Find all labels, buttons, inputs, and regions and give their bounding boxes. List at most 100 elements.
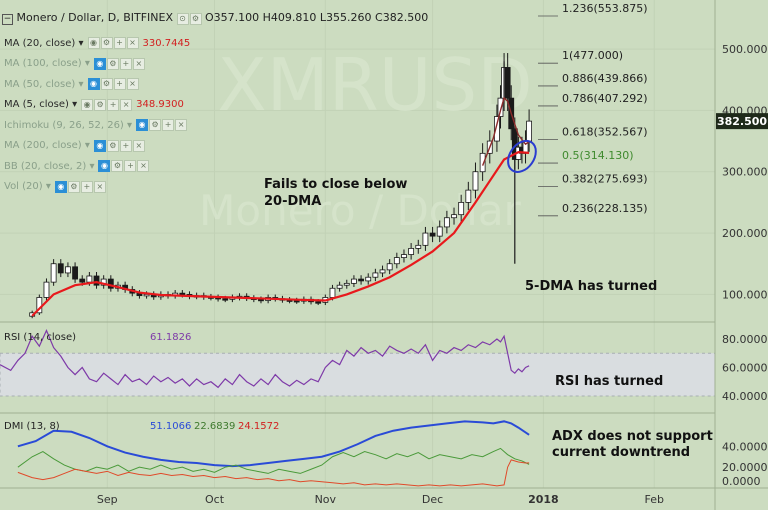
- candle-body: [451, 214, 457, 219]
- remove-icon[interactable]: ×: [126, 37, 139, 49]
- dmi-tick-label: 20.0000: [722, 461, 768, 474]
- candle: [365, 273, 372, 285]
- indicator-tools[interactable]: ◉ ⚙ + ×: [54, 180, 106, 193]
- candle-body: [429, 232, 436, 237]
- indicator-row[interactable]: MA (20, close) ▾ ◉ ⚙ + × 330.7445: [4, 37, 190, 49]
- indicator-row[interactable]: MA (5, close) ▾ ◉ ⚙ + × 348.9300: [4, 98, 184, 111]
- annotation-rsi: RSI has turned: [555, 374, 663, 389]
- add-icon[interactable]: +: [162, 119, 175, 131]
- settings-icon[interactable]: ⚙: [100, 78, 113, 90]
- fib-label: 0.382(275.693): [562, 173, 648, 186]
- fib-label: 0.786(407.292): [562, 92, 648, 105]
- settings-icon[interactable]: ⚙: [106, 57, 119, 70]
- rsi-line: [0, 329, 530, 389]
- candle: [351, 275, 357, 287]
- annotation-5dma: 5-DMA has turned: [525, 279, 657, 294]
- indicator-row[interactable]: MA (200, close) ▾ ◉ ⚙ + ×: [4, 139, 145, 152]
- indicator-tools[interactable]: ◉ ⚙ + ×: [93, 139, 145, 152]
- candle: [372, 268, 379, 282]
- rsi-axis: 40.0000 60.0000 80.0000: [722, 333, 768, 403]
- visibility-icon[interactable]: ◉: [93, 57, 106, 70]
- candle-body: [494, 116, 500, 142]
- settings-icon[interactable]: ⚙: [100, 37, 113, 49]
- indicator-tools[interactable]: ◉ ⚙ + ×: [98, 160, 150, 172]
- add-icon[interactable]: +: [113, 78, 126, 90]
- time-axis: Sep Oct Nov Dec 2018 Feb: [97, 493, 664, 506]
- add-icon[interactable]: +: [124, 160, 137, 172]
- indicator-row[interactable]: Ichimoku (9, 26, 52, 26) ▾ ◉ ⚙ + ×: [4, 119, 188, 131]
- remove-icon[interactable]: ×: [137, 160, 150, 172]
- candle-body: [50, 263, 57, 283]
- candle-body: [72, 266, 78, 280]
- settings-icon[interactable]: ⚙: [94, 98, 107, 111]
- time-tick-label: 2018: [528, 493, 559, 506]
- add-icon[interactable]: +: [80, 180, 93, 193]
- settings-icon[interactable]: ⚙: [149, 119, 162, 131]
- indicator-tools[interactable]: ◉ ⚙ + ×: [87, 37, 139, 49]
- candle: [343, 279, 350, 289]
- visibility-icon[interactable]: ◉: [136, 119, 149, 131]
- candle-body: [422, 232, 429, 246]
- remove-icon[interactable]: ×: [126, 78, 139, 90]
- indicator-row[interactable]: Vol (20) ▾ ◉ ⚙ + ×: [4, 180, 106, 193]
- watermark-symbol: XMRUSD: [217, 43, 532, 127]
- add-icon[interactable]: +: [113, 37, 126, 49]
- ma20-line: [31, 150, 530, 317]
- candle: [107, 275, 114, 292]
- header-tools[interactable]: ⊙ ⚙: [176, 13, 202, 25]
- dmi-minus-di-value: 24.1572: [238, 421, 279, 432]
- remove-icon[interactable]: ×: [120, 98, 133, 111]
- visibility-icon[interactable]: ◉: [98, 160, 111, 172]
- settings-icon[interactable]: ⚙: [111, 160, 124, 172]
- ohlc-open: O357.100: [205, 11, 260, 24]
- candle-body: [504, 67, 511, 99]
- indicator-tools[interactable]: ◉ ⚙ + ×: [136, 119, 188, 131]
- indicator-label: MA (5, close) ▾: [4, 99, 78, 110]
- add-icon[interactable]: +: [119, 57, 132, 70]
- indicator-row[interactable]: MA (50, close) ▾ ◉ ⚙ + ×: [4, 78, 139, 90]
- highlight-ellipse: [507, 139, 537, 173]
- candle-body: [86, 275, 93, 283]
- time-tick-label: Oct: [205, 493, 225, 506]
- indicator-value: 348.9300: [136, 99, 184, 110]
- remove-icon[interactable]: ×: [132, 57, 145, 70]
- candle: [401, 249, 407, 263]
- collapse-square-icon[interactable]: −: [2, 14, 13, 25]
- plus-di-line: [17, 447, 530, 474]
- candle: [415, 239, 422, 254]
- indicator-tools[interactable]: ◉ ⚙ + ×: [87, 78, 139, 90]
- dmi-tick-label: 0.0000: [722, 475, 761, 488]
- indicator-tools[interactable]: ◉ ⚙ + ×: [93, 57, 145, 70]
- visibility-icon[interactable]: ◉: [87, 78, 100, 90]
- candle-body: [401, 254, 407, 259]
- remove-icon[interactable]: ×: [93, 180, 106, 193]
- indicator-tools[interactable]: ◉ ⚙ + ×: [81, 98, 133, 111]
- indicator-row[interactable]: BB (20, close, 2) ▾ ◉ ⚙ + ×: [4, 160, 150, 172]
- indicator-value: 330.7445: [142, 37, 191, 49]
- fib-label: 1.236(553.875): [562, 2, 648, 15]
- visibility-icon[interactable]: ◉: [81, 98, 94, 111]
- candle: [93, 272, 100, 289]
- last-price-tag: 382.500: [716, 113, 768, 130]
- candle: [436, 220, 443, 243]
- add-icon[interactable]: +: [107, 98, 120, 111]
- fib-label: 0.236(228.135): [562, 202, 648, 215]
- candle-body: [65, 266, 71, 274]
- visibility-icon[interactable]: ◉: [93, 139, 106, 152]
- dmi-header-label: DMI (13, 8): [4, 421, 60, 432]
- last-price-label: 382.500: [717, 115, 767, 128]
- settings-icon[interactable]: ⚙: [106, 139, 119, 152]
- dmi-adx-value: 51.1066: [150, 421, 191, 432]
- visibility-icon[interactable]: ◉: [87, 37, 100, 49]
- indicator-row[interactable]: MA (100, close) ▾ ◉ ⚙ + ×: [4, 57, 145, 70]
- remove-icon[interactable]: ×: [175, 119, 188, 131]
- settings-icon[interactable]: ⚙: [67, 180, 80, 193]
- remove-icon[interactable]: ×: [132, 139, 145, 152]
- add-icon[interactable]: +: [119, 139, 132, 152]
- candle-body: [343, 282, 350, 286]
- ohlc-high: H409.810: [262, 11, 317, 24]
- candle-body: [465, 189, 472, 203]
- visibility-icon[interactable]: ◉: [54, 180, 67, 193]
- rsi-header: RSI (14, close): [4, 332, 76, 343]
- annotation-fails-close: Fails to close below 20-DMA: [264, 177, 407, 209]
